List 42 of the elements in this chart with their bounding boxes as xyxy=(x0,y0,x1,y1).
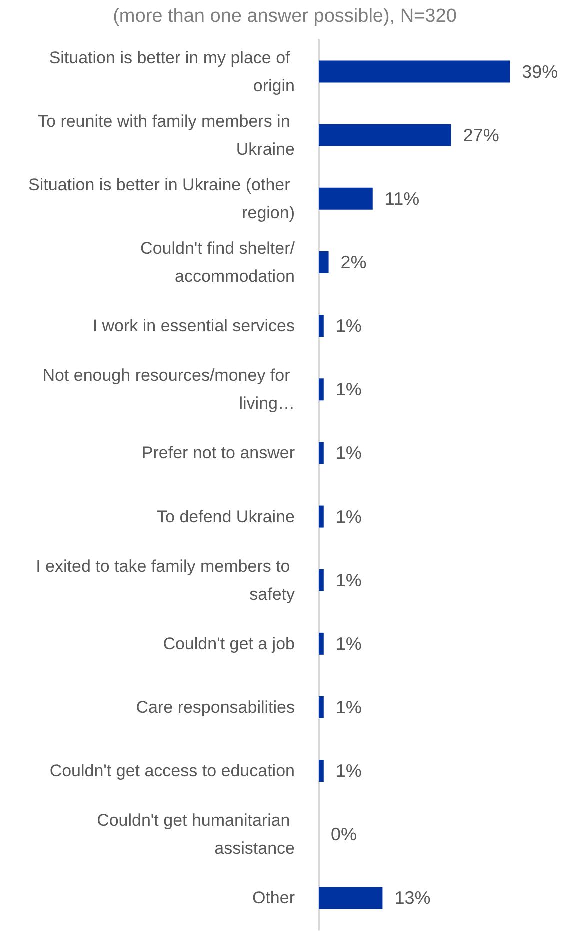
data-label: 39% xyxy=(522,62,558,82)
data-label: 0% xyxy=(331,824,358,845)
y-tick-label: To reunite with family members in Ukraine xyxy=(38,112,295,159)
bar xyxy=(319,442,324,464)
bar xyxy=(319,378,324,401)
data-label: 1% xyxy=(336,570,362,590)
y-tick-label: Couldn't get humanitarian assistance xyxy=(97,811,295,858)
data-label: 1% xyxy=(336,698,362,718)
bar xyxy=(319,569,324,592)
bar xyxy=(319,760,324,782)
bar xyxy=(319,188,373,210)
y-tick-label: Not enough resources/money for living… xyxy=(42,366,295,414)
data-label: 11% xyxy=(384,188,420,209)
data-label: 1% xyxy=(336,506,362,527)
y-tick-label: Couldn't get access to education xyxy=(50,762,295,781)
data-label: 1% xyxy=(336,316,362,336)
data-label: 1% xyxy=(336,634,362,654)
bar xyxy=(319,696,324,718)
bar xyxy=(319,887,383,910)
data-label: 1% xyxy=(336,443,362,464)
bar xyxy=(319,315,324,338)
y-tick-label: Situation is better in Ukraine (other region) xyxy=(28,175,295,222)
bar xyxy=(319,60,510,83)
y-tick-label: To defend Ukraine xyxy=(157,507,295,526)
y-tick-label: I exited to take family members to safety xyxy=(36,556,296,604)
y-tick-label: I work in essential services xyxy=(92,316,295,336)
bar xyxy=(319,252,329,274)
data-label: 27% xyxy=(463,125,500,146)
y-tick-label: Situation is better in my place of origin xyxy=(49,48,295,96)
data-label: 2% xyxy=(340,252,367,272)
bar xyxy=(319,632,324,655)
bar xyxy=(319,124,452,146)
data-label: 1% xyxy=(336,761,362,782)
y-tick-label: Couldn't find shelter/accommodation xyxy=(140,239,296,286)
chart-subtitle: (more than one answer possible), N=320 xyxy=(113,6,457,27)
bar xyxy=(319,506,324,528)
y-tick-label: Care responsabilities xyxy=(136,698,295,717)
data-label: 1% xyxy=(336,380,362,400)
y-tick-label: Couldn't get a job xyxy=(163,634,295,654)
data-label: 13% xyxy=(394,888,431,908)
y-tick-label: Prefer not to answer xyxy=(142,444,296,463)
y-tick-label: Other xyxy=(252,888,296,908)
